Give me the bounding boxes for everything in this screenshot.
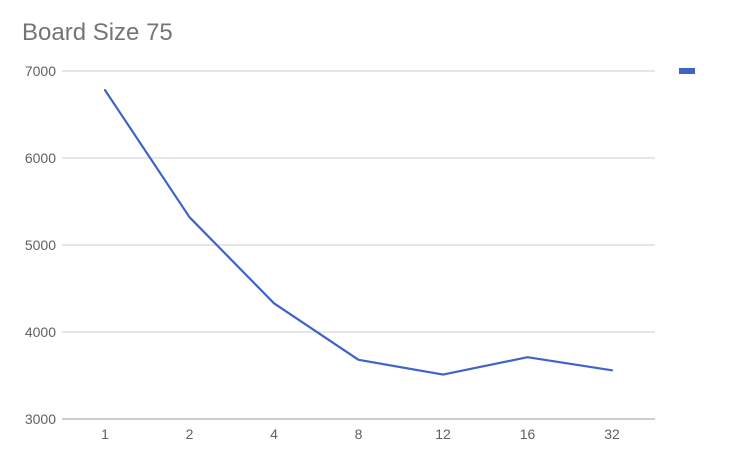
data-point [103, 88, 107, 92]
x-tick-label: 4 [270, 426, 278, 442]
x-tick-label: 2 [186, 426, 194, 442]
series-line [103, 88, 614, 376]
x-tick-label: 16 [520, 426, 536, 442]
gridlines [62, 70, 655, 420]
data-point [357, 358, 361, 362]
legend [679, 68, 695, 74]
y-tick-label: 7000 [25, 63, 56, 79]
series-layer [103, 88, 614, 376]
data-point [188, 215, 192, 219]
data-point [441, 373, 445, 377]
data-point [526, 355, 530, 359]
y-axis-tick-labels: 3000 4000 5000 6000 7000 [25, 63, 56, 427]
x-tick-label: 12 [435, 426, 451, 442]
y-tick-label: 3000 [25, 411, 56, 427]
data-point [610, 368, 614, 372]
y-tick-label: 6000 [25, 150, 56, 166]
x-tick-label: 32 [604, 426, 620, 442]
chart-title: Board Size 75 [22, 19, 173, 46]
legend-swatch [679, 68, 695, 74]
data-point [272, 301, 276, 305]
x-tick-label: 8 [355, 426, 363, 442]
y-tick-label: 4000 [25, 324, 56, 340]
x-tick-label: 1 [101, 426, 109, 442]
y-tick-label: 5000 [25, 237, 56, 253]
x-axis-tick-labels: 1 2 4 8 12 16 32 [101, 426, 620, 442]
